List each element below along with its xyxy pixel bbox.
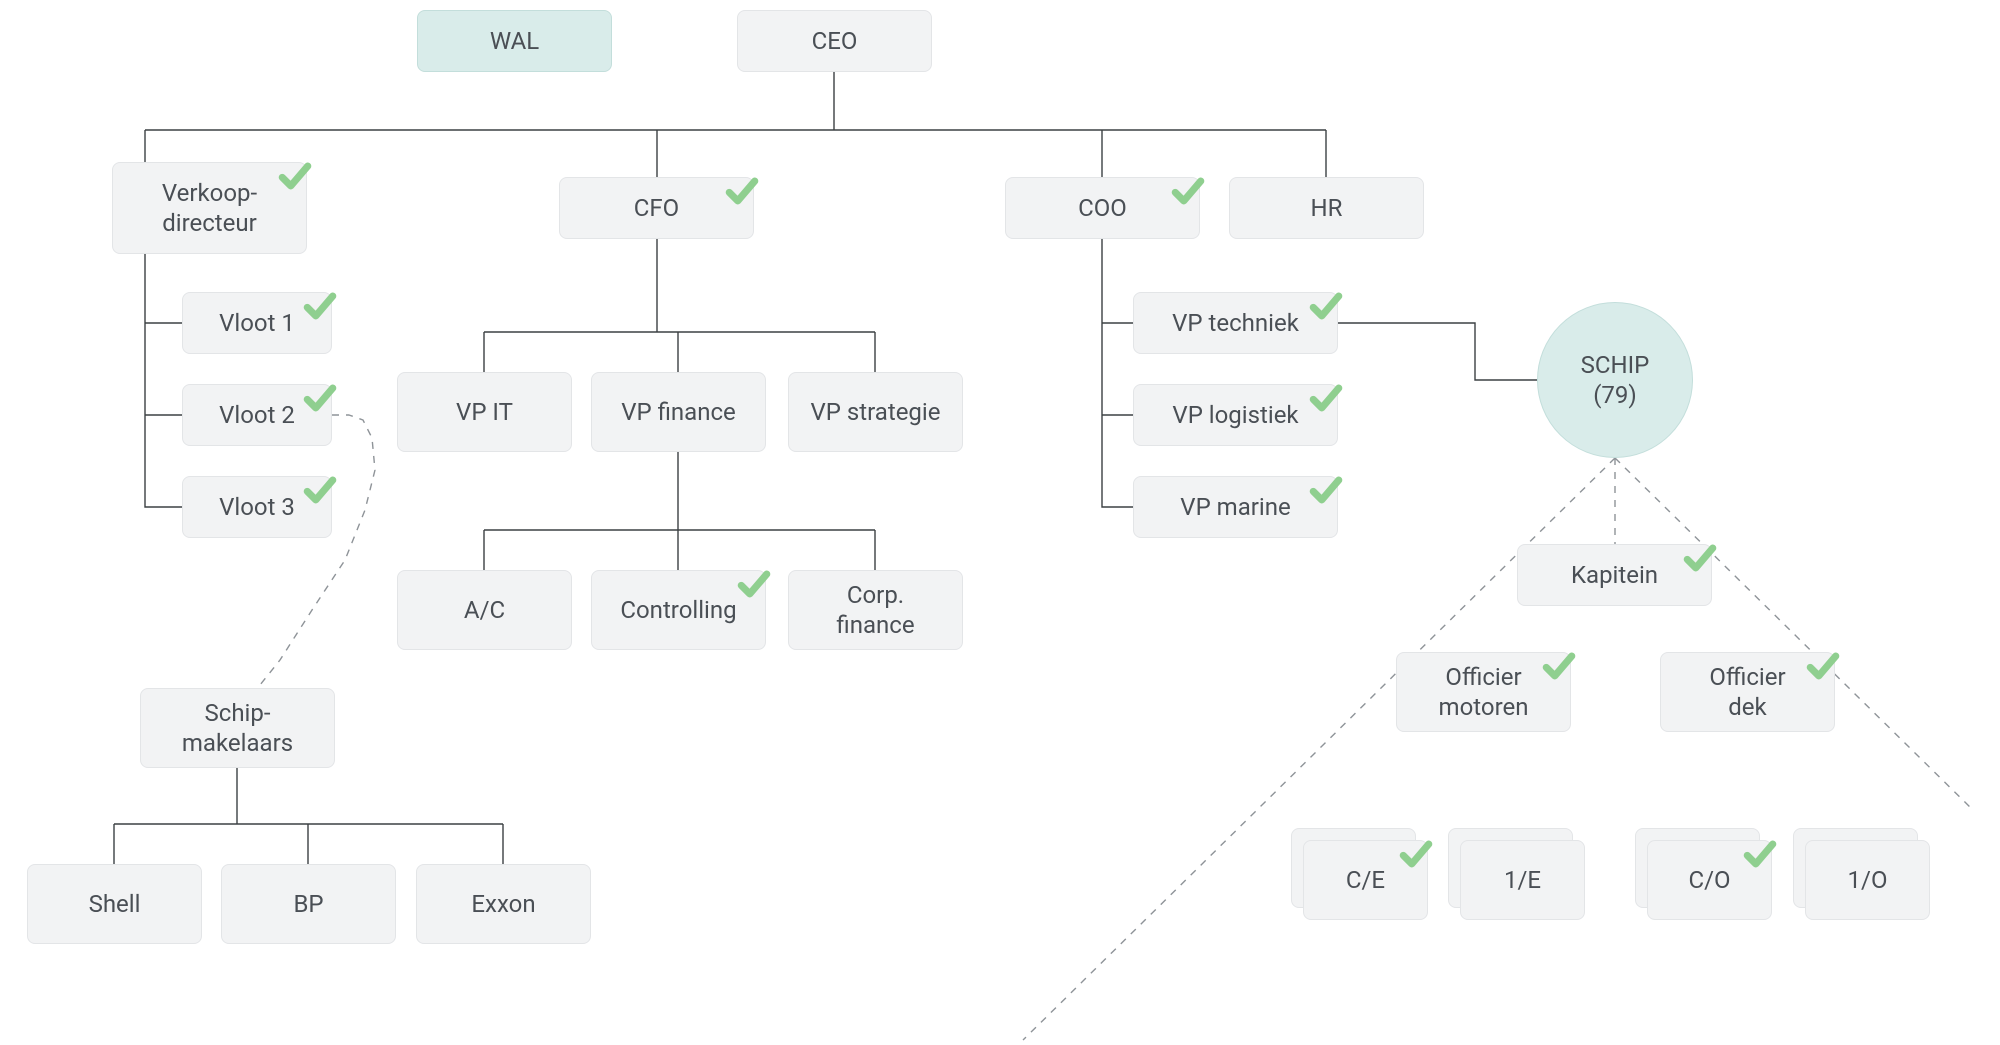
node-label: Controlling — [620, 595, 736, 625]
node-corpfin: Corp. finance — [788, 570, 963, 650]
node-label: A/C — [464, 595, 505, 625]
node-label: Verkoop- directeur — [162, 178, 257, 238]
check-icon — [737, 567, 771, 601]
check-icon — [1683, 541, 1717, 575]
node-label: WAL — [490, 26, 539, 56]
node-vpfin: VP finance — [591, 372, 766, 452]
node-label: CEO — [812, 26, 858, 56]
node-1e: 1/E — [1460, 840, 1585, 920]
node-bp: BP — [221, 864, 396, 944]
node-exxon: Exxon — [416, 864, 591, 944]
node-ac: A/C — [397, 570, 572, 650]
node-label: VP finance — [621, 397, 736, 427]
node-offmot: Officier motoren — [1396, 652, 1571, 732]
node-label: VP techniek — [1172, 308, 1299, 338]
node-coo: COO — [1005, 177, 1200, 239]
node-vpstrat: VP strategie — [788, 372, 963, 452]
check-icon — [303, 289, 337, 323]
edge — [1338, 323, 1537, 380]
node-wal: WAL — [417, 10, 612, 72]
node-label: VP logistiek — [1172, 400, 1298, 430]
node-ceo: CEO — [737, 10, 932, 72]
node-label: Vloot 3 — [219, 492, 295, 522]
node-co: C/O — [1647, 840, 1772, 920]
node-1o: 1/O — [1805, 840, 1930, 920]
node-schipmak: Schip- makelaars — [140, 688, 335, 768]
check-icon — [1309, 289, 1343, 323]
node-offdek: Officier dek — [1660, 652, 1835, 732]
node-controlling: Controlling — [591, 570, 766, 650]
check-icon — [1309, 473, 1343, 507]
node-hr: HR — [1229, 177, 1424, 239]
node-label: Shell — [89, 889, 141, 919]
node-vloot3: Vloot 3 — [182, 476, 332, 538]
node-label: C/O — [1688, 865, 1730, 895]
node-ce: C/E — [1303, 840, 1428, 920]
node-label: HR — [1311, 193, 1343, 223]
schip-label-top: SCHIP — [1581, 350, 1650, 380]
node-label: BP — [293, 889, 323, 919]
node-label: Corp. finance — [836, 580, 914, 640]
node-schip-circle: SCHIP(79) — [1537, 302, 1693, 458]
schip-label-bottom: (79) — [1593, 380, 1637, 410]
node-label: COO — [1078, 193, 1127, 223]
node-label: Kapitein — [1571, 560, 1658, 590]
node-vptech: VP techniek — [1133, 292, 1338, 354]
node-label: Schip- makelaars — [182, 698, 293, 758]
node-label: Vloot 1 — [219, 308, 295, 338]
check-icon — [1309, 381, 1343, 415]
edge-dashed — [1615, 458, 1973, 810]
node-label: VP marine — [1180, 492, 1290, 522]
check-icon — [725, 174, 759, 208]
node-label: VP strategie — [811, 397, 941, 427]
node-label: 1/O — [1848, 865, 1888, 895]
org-chart-canvas: WAL CEO Verkoop- directeur CFO COO HR Vloot… — [0, 0, 2000, 1045]
node-vloot1: Vloot 1 — [182, 292, 332, 354]
check-icon — [1743, 837, 1777, 871]
node-label: Officier dek — [1709, 662, 1785, 722]
node-label: C/E — [1346, 865, 1385, 895]
node-label: VP IT — [456, 397, 513, 427]
node-shell: Shell — [27, 864, 202, 944]
check-icon — [1542, 649, 1576, 683]
node-kapitein: Kapitein — [1517, 544, 1712, 606]
edge-dashed-curve — [160, 415, 375, 730]
check-icon — [303, 381, 337, 415]
edge — [1102, 239, 1133, 507]
check-icon — [1171, 174, 1205, 208]
node-cfo: CFO — [559, 177, 754, 239]
check-icon — [303, 473, 337, 507]
node-vpit: VP IT — [397, 372, 572, 452]
node-label: 1/E — [1504, 865, 1541, 895]
node-label: CFO — [634, 193, 679, 223]
node-vloot2: Vloot 2 — [182, 384, 332, 446]
check-icon — [1399, 837, 1433, 871]
node-vpmarine: VP marine — [1133, 476, 1338, 538]
node-label: Vloot 2 — [219, 400, 295, 430]
node-label: Officier motoren — [1439, 662, 1529, 722]
check-icon — [1806, 649, 1840, 683]
edge — [145, 254, 182, 507]
node-label: Exxon — [471, 889, 535, 919]
check-icon — [278, 159, 312, 193]
node-verkoop: Verkoop- directeur — [112, 162, 307, 254]
node-vplog: VP logistiek — [1133, 384, 1338, 446]
